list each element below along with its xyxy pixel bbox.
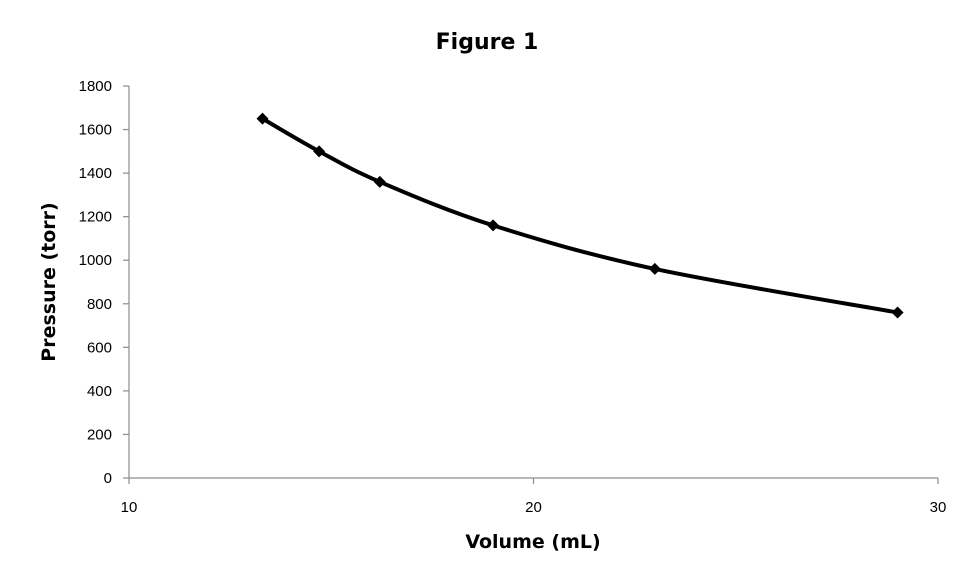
y-tick-label: 800 — [87, 296, 112, 313]
y-tick-label: 1600 — [79, 122, 112, 139]
x-axis-ticks: 10 20 30 — [121, 478, 947, 516]
chart-title: Figure 1 — [436, 30, 539, 55]
series-line — [260, 116, 900, 315]
x-tick-label: 10 — [121, 499, 138, 516]
y-tick-label: 400 — [87, 383, 112, 400]
axes — [128, 86, 938, 479]
series-markers — [256, 112, 904, 319]
data-point-marker — [487, 219, 500, 232]
data-point-marker — [313, 145, 326, 158]
x-axis-title: Volume (mL) — [465, 531, 600, 553]
y-tick-label: 200 — [87, 426, 112, 443]
y-tick-label: 1200 — [79, 209, 112, 226]
x-tick-label: 20 — [525, 499, 542, 516]
data-point-marker — [891, 306, 904, 319]
y-tick-label: 1000 — [79, 252, 112, 269]
y-tick-label: 1800 — [79, 78, 112, 95]
y-axis-title: Pressure (torr) — [38, 202, 60, 361]
x-tick-label: 30 — [930, 499, 947, 516]
y-tick-label: 0 — [104, 470, 112, 487]
y-tick-label: 1400 — [79, 165, 112, 182]
data-point-marker — [256, 112, 269, 125]
y-axis-ticks: 0 200 400 600 800 1000 1200 1400 1600 1800 — [79, 78, 129, 487]
data-point-marker — [648, 262, 661, 275]
y-tick-label: 600 — [87, 339, 112, 356]
data-point-marker — [373, 175, 386, 188]
